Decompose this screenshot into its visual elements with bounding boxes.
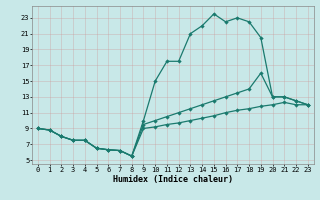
X-axis label: Humidex (Indice chaleur): Humidex (Indice chaleur) [113, 175, 233, 184]
